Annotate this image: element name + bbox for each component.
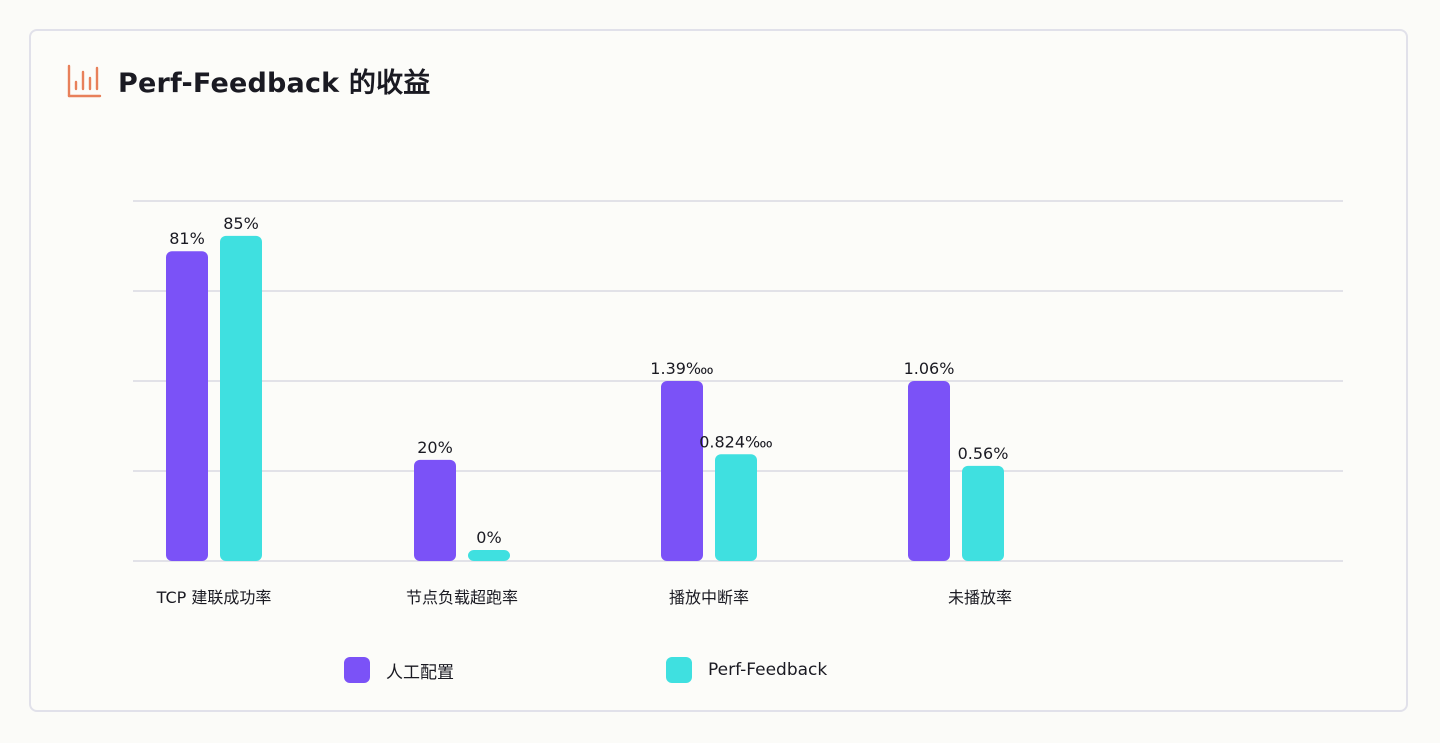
chart-title: Perf-Feedback 的收益: [118, 68, 431, 99]
bar-perf-feedback-0[interactable]: [220, 235, 262, 562]
legend-swatch-manual: [344, 657, 370, 683]
bar-chart-icon: [66, 63, 102, 99]
legend-label-manual: 人工配置: [386, 662, 454, 683]
category-label-0: TCP 建联成功率: [156, 588, 272, 607]
legend-label-perf-feedback: Perf-Feedback: [708, 660, 828, 680]
data-label-manual-1: 20%: [417, 438, 453, 457]
bar-manual-1[interactable]: [414, 459, 456, 561]
data-label-perf-feedback-3: 0.56%: [958, 444, 1009, 463]
data-label-manual-3: 1.06%: [904, 359, 955, 378]
legend-item-manual[interactable]: 人工配置: [344, 657, 454, 683]
data-label-perf-feedback-1: 0%: [476, 528, 501, 547]
bar-perf-feedback-3[interactable]: [962, 465, 1004, 561]
bar-manual-3[interactable]: [908, 381, 950, 561]
bar-manual-2[interactable]: [661, 381, 703, 561]
chart-header: Perf-Feedback 的收益: [66, 61, 431, 100]
bar-manual-0[interactable]: [166, 251, 208, 561]
category-label-3: 未播放率: [948, 588, 1012, 607]
legend-swatch-perf-feedback: [666, 657, 692, 683]
bar-perf-feedback-2[interactable]: [715, 454, 757, 561]
legend-item-perf-feedback[interactable]: Perf-Feedback: [666, 657, 827, 683]
category-label-2: 播放中断率: [669, 588, 749, 607]
data-label-perf-feedback-2: 0.824‱: [699, 432, 773, 451]
data-label-manual-2: 1.39‱: [650, 359, 713, 378]
data-label-perf-feedback-0: 85%: [223, 214, 259, 233]
bar-perf-feedback-1[interactable]: [468, 550, 510, 561]
data-label-manual-0: 81%: [169, 229, 205, 248]
category-label-1: 节点负载超跑率: [406, 588, 518, 607]
